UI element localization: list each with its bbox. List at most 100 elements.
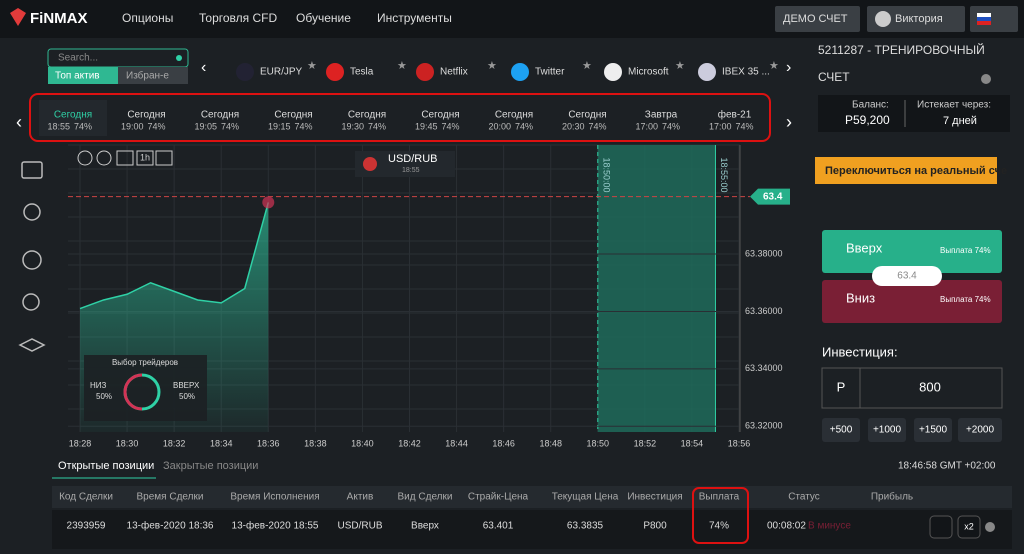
expiry-day[interactable]: Сегодня — [201, 110, 239, 121]
expiry-payout[interactable]: 74% — [74, 121, 92, 131]
asset-name[interactable]: EUR/JPY — [260, 67, 303, 78]
expiry-payout[interactable]: 74% — [662, 121, 680, 131]
hourglass-button[interactable] — [929, 515, 953, 539]
asset-icon[interactable] — [416, 63, 434, 81]
asset-icon[interactable] — [604, 63, 622, 81]
preset-label[interactable]: +2000 — [966, 425, 995, 436]
expiry-time[interactable]: 18:55 — [47, 121, 70, 131]
preset-label[interactable]: +500 — [830, 425, 853, 436]
expiry-time[interactable]: 19:45 — [415, 121, 438, 131]
expiry-payout[interactable]: 74% — [589, 121, 607, 131]
expiry-day[interactable]: Сегодня — [54, 110, 92, 121]
star[interactable]: ★ — [307, 60, 317, 72]
switch-button[interactable] — [815, 157, 997, 184]
tab-top[interactable] — [48, 67, 118, 84]
asset-icon[interactable] — [236, 63, 254, 81]
double-label[interactable]: x2 — [964, 521, 974, 531]
expiry-day[interactable]: Завтра — [645, 110, 678, 121]
down-label[interactable]: Вниз — [846, 290, 875, 305]
arrow-right[interactable]: › — [786, 112, 792, 132]
expiry-time[interactable]: 20:00 — [488, 121, 511, 131]
expiry-day[interactable]: Сегодня — [274, 110, 312, 121]
expiry-payout[interactable]: 74% — [368, 121, 386, 131]
expiry-time[interactable]: 20:30 — [562, 121, 585, 131]
asset-name[interactable]: IBEX 35 ... — [722, 67, 770, 78]
chart-type[interactable] — [116, 150, 134, 166]
preset-button[interactable] — [868, 418, 906, 442]
preset-button[interactable] — [914, 418, 952, 442]
radar-icon[interactable] — [22, 250, 42, 270]
indicators[interactable] — [155, 150, 173, 166]
expiry-day[interactable]: фев-21 — [718, 109, 752, 121]
arrow-left[interactable]: ‹ — [201, 59, 206, 76]
preset-button[interactable] — [822, 418, 860, 442]
expiry-time[interactable]: 19:00 — [121, 121, 144, 131]
nav-item[interactable]: Опционы — [122, 11, 173, 25]
down-button[interactable] — [822, 280, 1002, 323]
expiry-payout[interactable]: 74% — [221, 121, 239, 131]
arrow-left[interactable]: ‹ — [16, 112, 22, 132]
wallet-icon[interactable] — [21, 161, 43, 179]
user-name[interactable]: Виктория — [895, 13, 943, 25]
asset-name[interactable]: Twitter — [535, 67, 565, 78]
star[interactable]: ★ — [582, 60, 592, 72]
zoom-in[interactable] — [77, 150, 93, 166]
arrow-right[interactable]: › — [786, 59, 791, 76]
expiry-time[interactable]: 19:30 — [341, 121, 364, 131]
people-icon[interactable] — [23, 203, 41, 221]
up-button[interactable] — [822, 230, 1002, 273]
asset-name[interactable]: Microsoft — [628, 67, 669, 78]
expiry-day[interactable]: Сегодня — [495, 110, 533, 121]
search-input[interactable]: Search... — [58, 53, 98, 64]
lang-button[interactable] — [970, 6, 1018, 32]
user-button[interactable] — [867, 6, 965, 32]
asset-name[interactable]: Netflix — [440, 67, 468, 78]
expiry-day[interactable]: Сегодня — [421, 110, 459, 121]
up-label[interactable]: Вверх — [846, 240, 883, 255]
expiry-time[interactable]: 19:15 — [268, 121, 291, 131]
expiry-time[interactable]: 19:05 — [194, 121, 217, 131]
interval-button[interactable] — [136, 150, 154, 166]
star[interactable]: ★ — [397, 60, 407, 72]
tab-fav[interactable] — [118, 67, 188, 84]
asset-icon[interactable] — [511, 63, 529, 81]
positions-tab[interactable]: Открытые позиции — [58, 460, 154, 472]
nav-item[interactable]: Торговля CFD — [199, 11, 277, 25]
analytics-icon[interactable] — [22, 293, 40, 311]
star[interactable]: ★ — [769, 60, 779, 72]
double-button[interactable] — [957, 515, 981, 539]
info-icon[interactable] — [981, 74, 991, 84]
expiry-time[interactable]: 17:00 — [635, 121, 658, 131]
demo-button[interactable] — [775, 6, 860, 32]
demo-label[interactable]: ДЕМО СЧЕТ — [783, 13, 848, 25]
nav-item[interactable]: Инструменты — [377, 11, 452, 25]
preset-button[interactable] — [958, 418, 1002, 442]
switch-label[interactable]: Переключиться на реальный сче — [825, 165, 1007, 177]
education-icon[interactable] — [18, 338, 46, 352]
expiry-day[interactable]: Сегодня — [348, 110, 386, 121]
expiry-day[interactable]: Сегодня — [568, 110, 606, 121]
expiry-payout[interactable]: 74% — [148, 121, 166, 131]
expiry-payout[interactable]: 74% — [736, 121, 754, 131]
expiry-time[interactable]: 17:00 — [709, 121, 732, 131]
expiry-payout[interactable]: 74% — [515, 121, 533, 131]
asset-name[interactable]: Tesla — [350, 67, 374, 78]
preset-label[interactable]: +1000 — [873, 425, 902, 436]
nav-item[interactable]: Обучение — [296, 11, 351, 25]
expiry-day[interactable]: Сегодня — [127, 110, 165, 121]
star[interactable]: ★ — [487, 60, 497, 72]
amount[interactable]: 800 — [919, 379, 941, 394]
zoom-out[interactable] — [96, 150, 112, 166]
preset-label[interactable]: +1500 — [919, 425, 948, 436]
expiry-payout[interactable]: 74% — [442, 121, 460, 131]
invest-input[interactable] — [821, 367, 1003, 409]
tab-label[interactable]: Избран-е — [126, 70, 169, 82]
asset-icon[interactable] — [326, 63, 344, 81]
asset-icon[interactable] — [698, 63, 716, 81]
tab-label[interactable]: Топ актив — [55, 71, 100, 82]
positions-tab[interactable]: Закрытые позиции — [163, 460, 258, 472]
help-icon[interactable] — [985, 522, 995, 532]
interval[interactable]: 1h — [140, 152, 150, 162]
expiry-payout[interactable]: 74% — [295, 121, 313, 131]
star[interactable]: ★ — [675, 60, 685, 72]
